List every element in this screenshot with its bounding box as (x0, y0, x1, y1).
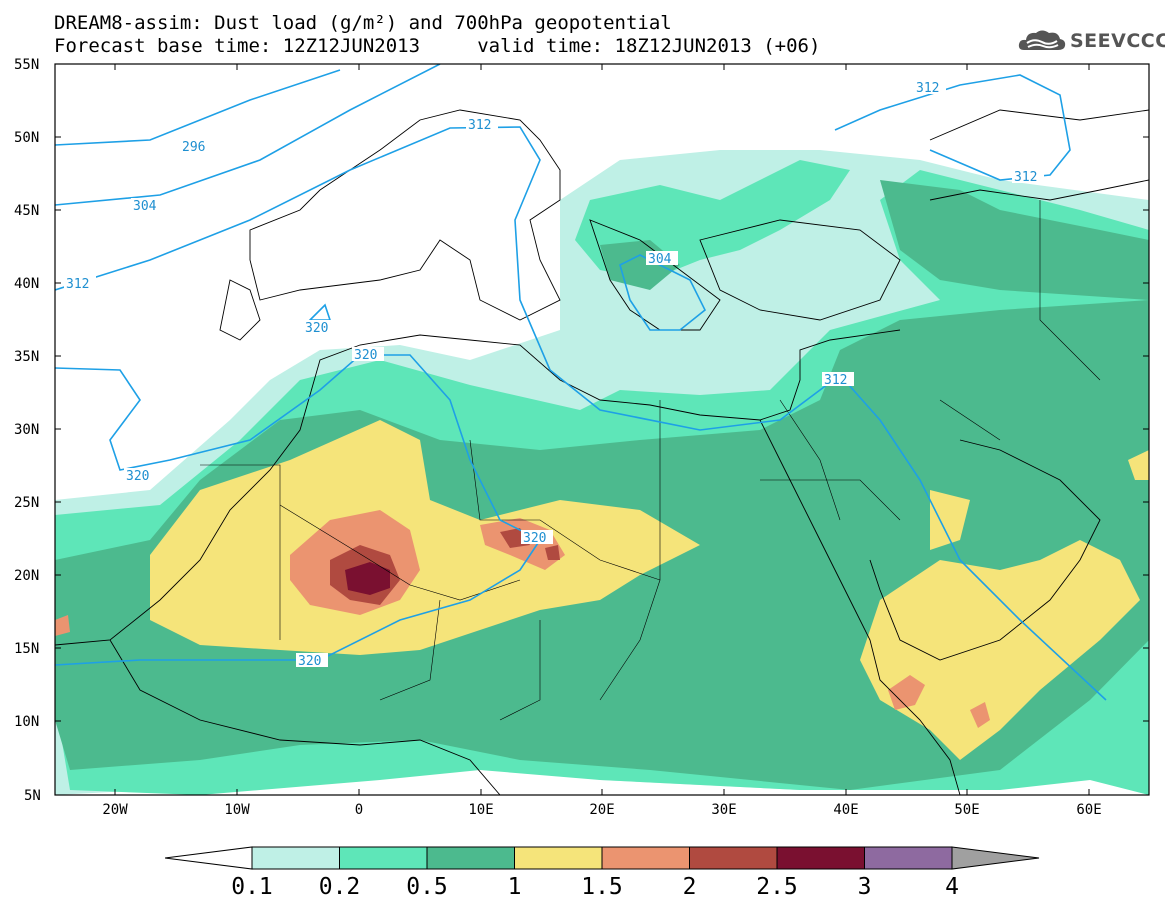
lat-label: 35N (14, 349, 39, 365)
contour-label: 304 (133, 199, 157, 214)
contour-label: 320 (305, 321, 328, 336)
contour-304 (55, 64, 441, 206)
lat-label: 10N (14, 714, 39, 730)
seevccc-logo: SEEVCCC (1018, 28, 1165, 54)
colorbar-cell (601, 846, 690, 870)
contour-label: 312 (468, 118, 491, 133)
colorbar-labels: 0.1 0.2 0.5 1 1.5 2 2.5 3 4 (231, 874, 959, 900)
logo-text: SEEVCCC (1070, 30, 1165, 52)
colorbar-label: 0.5 (406, 874, 448, 900)
lon-label: 20E (589, 802, 614, 818)
latitude-labels: 55N 50N 45N 40N 35N 30N 25N 20N 15N 10N … (14, 57, 41, 804)
lon-label: 60E (1076, 802, 1101, 818)
lat-label: 15N (14, 641, 39, 657)
map-title: DREAM8-assim: Dust load (g/m²) and 700hP… (54, 12, 672, 34)
colorbar-cells (251, 846, 953, 870)
contour-label: 296 (182, 140, 205, 155)
colorbar-label: 1 (508, 874, 522, 900)
axis-ticks (55, 64, 1149, 795)
lon-label: 20W (102, 802, 128, 818)
colorbar: 0.1 0.2 0.5 1 1.5 2 2.5 3 4 (165, 846, 1040, 900)
colorbar-label: 2.5 (756, 874, 798, 900)
lon-label: 10W (224, 802, 250, 818)
longitude-labels: 20W 10W 0 10E 20E 30E 40E 50E 60E (102, 802, 1101, 818)
contour-label: 312 (1014, 170, 1037, 185)
country-borders (200, 200, 1101, 721)
contour-label: 320 (126, 469, 149, 484)
lat-label: 30N (14, 422, 39, 438)
colorbar-cell (251, 846, 340, 870)
contour-labels: 296 304 312 312 320 320 320 320 320 312 … (64, 80, 1044, 669)
lat-label: 45N (14, 203, 39, 219)
cloud-logo-icon (1018, 30, 1066, 50)
lat-label: 20N (14, 568, 39, 584)
geopotential-contours (55, 64, 1107, 701)
lat-label: 5N (24, 788, 41, 804)
contour-320-west (55, 354, 542, 666)
lat-label: 55N (14, 57, 39, 73)
colorbar-label: 2 (683, 874, 697, 900)
contour-label: 312 (66, 277, 89, 292)
forecast-times: Forecast base time: 12Z12JUN2013 valid t… (54, 35, 821, 57)
lat-label: 25N (14, 495, 39, 511)
contour-label: 312 (824, 373, 847, 388)
lat-label: 40N (14, 276, 39, 292)
lon-label: 30E (711, 802, 736, 818)
contour-label: 320 (354, 348, 377, 363)
lon-label: 10E (468, 802, 493, 818)
colorbar-label: 3 (858, 874, 872, 900)
dust-fields (55, 64, 1149, 795)
colorbar-label: 1.5 (581, 874, 623, 900)
colorbar-over-arrow (951, 846, 1040, 870)
colorbar-cell (864, 846, 953, 870)
contour-label: 304 (648, 252, 672, 267)
colorbar-under-arrow (165, 846, 253, 870)
colorbar-label: 4 (945, 874, 959, 900)
dust-band-2.5 (345, 562, 390, 595)
lon-label: 0 (355, 802, 363, 818)
lon-label: 50E (954, 802, 979, 818)
contour-label: 320 (523, 531, 546, 546)
contour-label: 320 (298, 654, 321, 669)
dust-map: 296 304 312 312 320 320 320 320 320 312 … (14, 57, 1150, 818)
colorbar-label: 0.2 (319, 874, 361, 900)
colorbar-cell (776, 846, 865, 870)
colorbar-cell (426, 846, 515, 870)
colorbar-label: 0.1 (231, 874, 273, 900)
colorbar-cell (689, 846, 778, 870)
contour-296 (55, 69, 341, 146)
contour-label: 312 (916, 81, 939, 96)
lat-label: 50N (14, 130, 39, 146)
colorbar-cell (339, 846, 428, 870)
dust-band-1 (150, 420, 700, 655)
colorbar-cell (514, 846, 603, 870)
lon-label: 40E (833, 802, 858, 818)
coastlines (55, 109, 1149, 795)
contour-312-west (55, 126, 1107, 701)
